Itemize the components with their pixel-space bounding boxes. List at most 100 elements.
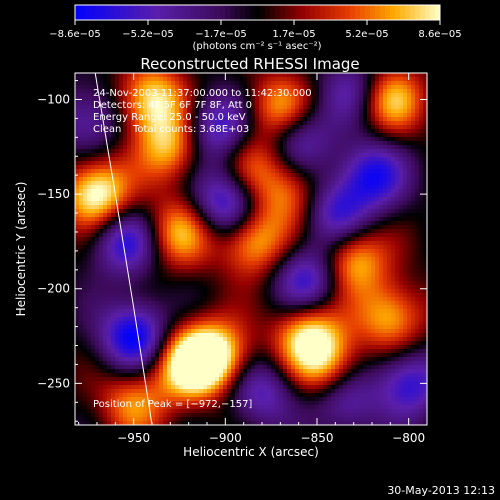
heatmap-cell: [403, 193, 408, 198]
heatmap-cell: [251, 201, 256, 206]
heatmap-cell: [351, 261, 356, 266]
heatmap-cell: [151, 249, 156, 254]
colorbar-swatch: [135, 5, 141, 20]
heatmap-cell: [195, 181, 200, 186]
heatmap-cell: [139, 253, 144, 258]
heatmap-cell: [203, 197, 208, 202]
heatmap-cell: [323, 289, 328, 294]
heatmap-cell: [75, 289, 80, 294]
heatmap-cell: [275, 121, 280, 126]
heatmap-cell: [331, 133, 336, 138]
heatmap-cell: [279, 137, 284, 142]
heatmap-cell: [139, 133, 144, 138]
heatmap-cell: [315, 281, 320, 286]
heatmap-cell: [99, 77, 104, 82]
heatmap-cell: [335, 185, 340, 190]
heatmap-cell: [287, 153, 292, 158]
heatmap-cell: [363, 261, 368, 266]
heatmap-cell: [223, 133, 228, 138]
heatmap-cell: [379, 269, 384, 274]
heatmap-cell: [175, 209, 180, 214]
heatmap-cell: [211, 189, 216, 194]
heatmap-cell: [283, 153, 288, 158]
heatmap-cell: [207, 189, 212, 194]
heatmap-cell: [159, 85, 164, 90]
heatmap-cell: [343, 269, 348, 274]
heatmap-cell: [331, 249, 336, 254]
heatmap-cell: [419, 245, 424, 250]
heatmap-cell: [351, 253, 356, 258]
heatmap-cell: [339, 149, 344, 154]
heatmap-cell: [307, 277, 312, 282]
heatmap-cell: [315, 141, 320, 146]
heatmap-cell: [423, 73, 427, 78]
heatmap-cell: [419, 189, 424, 194]
heatmap-cell: [351, 265, 356, 270]
heatmap-cell: [243, 165, 248, 170]
heatmap-cell: [187, 257, 192, 262]
heatmap-cell: [171, 89, 176, 94]
heatmap-cell: [159, 205, 164, 210]
heatmap-cell: [151, 253, 156, 258]
heatmap-cell: [195, 85, 200, 90]
colorbar-swatch: [350, 5, 356, 20]
heatmap-cell: [283, 161, 288, 166]
heatmap-cell: [179, 145, 184, 150]
heatmap-cell: [351, 233, 356, 238]
heatmap-cell: [363, 73, 368, 78]
heatmap-cell: [79, 189, 84, 194]
heatmap-cell: [175, 249, 180, 254]
heatmap-cell: [383, 125, 388, 130]
heatmap-cell: [355, 89, 360, 94]
heatmap-cell: [299, 113, 304, 118]
heatmap-cell: [171, 273, 176, 278]
heatmap-cell: [327, 93, 332, 98]
heatmap-cell: [299, 245, 304, 250]
heatmap-cell: [279, 205, 284, 210]
heatmap-cell: [187, 253, 192, 258]
heatmap-cell: [279, 293, 284, 298]
heatmap-cell: [303, 277, 308, 282]
heatmap-cell: [115, 189, 120, 194]
heatmap-cell: [415, 85, 420, 90]
heatmap-cell: [251, 253, 256, 258]
heatmap-cell: [131, 185, 136, 190]
heatmap-cell: [239, 217, 244, 222]
heatmap-cell: [123, 157, 128, 162]
heatmap-cell: [239, 249, 244, 254]
heatmap-cell: [359, 273, 364, 278]
heatmap-cell: [139, 145, 144, 150]
heatmap-cell: [203, 161, 208, 166]
heatmap-cell: [339, 81, 344, 86]
heatmap-cell: [83, 137, 88, 142]
heatmap-cell: [227, 77, 232, 82]
heatmap-cell: [195, 93, 200, 98]
heatmap-cell: [111, 269, 116, 274]
heatmap-cell: [367, 113, 372, 118]
heatmap-cell: [295, 157, 300, 162]
heatmap-cell: [147, 289, 152, 294]
heatmap-cell: [99, 141, 104, 146]
heatmap-cell: [219, 141, 224, 146]
heatmap-cell: [91, 145, 96, 150]
heatmap-cell: [303, 257, 308, 262]
heatmap-cell: [195, 161, 200, 166]
heatmap-cell: [179, 221, 184, 226]
heatmap-cell: [239, 197, 244, 202]
heatmap-cell: [179, 149, 184, 154]
heatmap-cell: [267, 245, 272, 250]
heatmap-cell: [75, 157, 80, 162]
heatmap-cell: [231, 277, 236, 282]
heatmap-cell: [291, 189, 296, 194]
heatmap-cell: [75, 165, 80, 170]
heatmap-cell: [323, 261, 328, 266]
heatmap-cell: [363, 185, 368, 190]
heatmap-cell: [275, 189, 280, 194]
heatmap-cell: [103, 261, 108, 266]
heatmap-cell: [183, 229, 188, 234]
heatmap-cell: [91, 181, 96, 186]
heatmap-cell: [215, 93, 220, 98]
heatmap-cell: [191, 217, 196, 222]
heatmap-cell: [263, 117, 268, 122]
heatmap-cell: [383, 113, 388, 118]
